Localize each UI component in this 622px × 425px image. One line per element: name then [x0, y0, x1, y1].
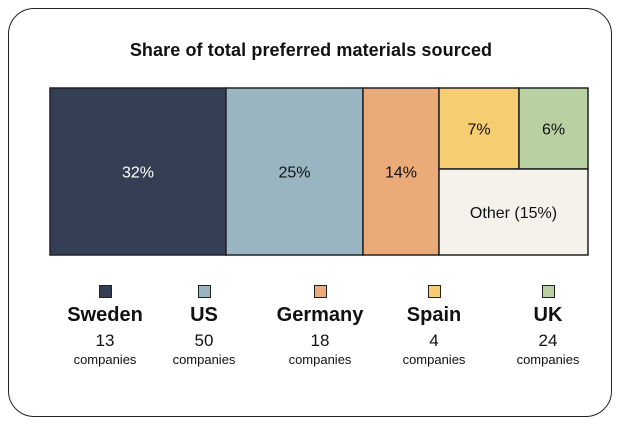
tile-label-sweden: 32%	[122, 165, 154, 182]
legend-swatch-us	[197, 285, 211, 298]
legend-item-uk: UK 24 companies	[488, 285, 608, 367]
treemap-tiles: 32% 25% 14% 7% 6% Other (15%)	[49, 87, 589, 256]
legend-country-uk: UK	[533, 304, 563, 326]
legend-item-sweden: Sweden 13 companies	[45, 285, 165, 367]
tile-spain	[438, 87, 520, 170]
legend-count-us: 50	[194, 331, 214, 350]
legend-count-germany: 18	[310, 331, 330, 350]
tile-label-other: Other (15%)	[470, 205, 557, 222]
legend-unit-spain: companies	[402, 352, 466, 367]
tile-other	[438, 168, 589, 256]
legend-unit-us: companies	[172, 352, 236, 367]
tile-label-spain: 7%	[467, 122, 490, 139]
legend-item-spain: Spain 4 companies	[374, 285, 494, 367]
legend-item-germany: Germany 18 companies	[260, 285, 380, 367]
legend-swatch-spain	[427, 285, 441, 298]
legend-swatch-germany	[313, 285, 327, 298]
legend-count-sweden: 13	[95, 331, 115, 350]
legend-swatch-sweden	[98, 285, 112, 298]
legend-item-us: US 50 companies	[144, 285, 264, 367]
tile-label-us: 25%	[278, 165, 310, 182]
tile-label-germany: 14%	[385, 165, 417, 182]
legend-unit-sweden: companies	[73, 352, 137, 367]
legend-swatch-uk	[541, 285, 555, 298]
legend-count-spain: 4	[429, 331, 439, 350]
legend-unit-uk: companies	[516, 352, 580, 367]
legend-country-sweden: Sweden	[67, 304, 143, 326]
legend-country-us: US	[190, 304, 218, 326]
chart-title: Share of total preferred materials sourc…	[129, 40, 493, 60]
tile-uk	[518, 87, 589, 170]
legend-unit-germany: companies	[288, 352, 352, 367]
tile-sweden	[49, 87, 227, 256]
legend-country-germany: Germany	[276, 304, 364, 326]
legend-count-uk: 24	[538, 331, 558, 350]
tile-label-uk: 6%	[542, 122, 565, 139]
tile-us	[225, 87, 364, 256]
tile-germany	[362, 87, 440, 256]
legend-country-spain: Spain	[406, 304, 462, 326]
